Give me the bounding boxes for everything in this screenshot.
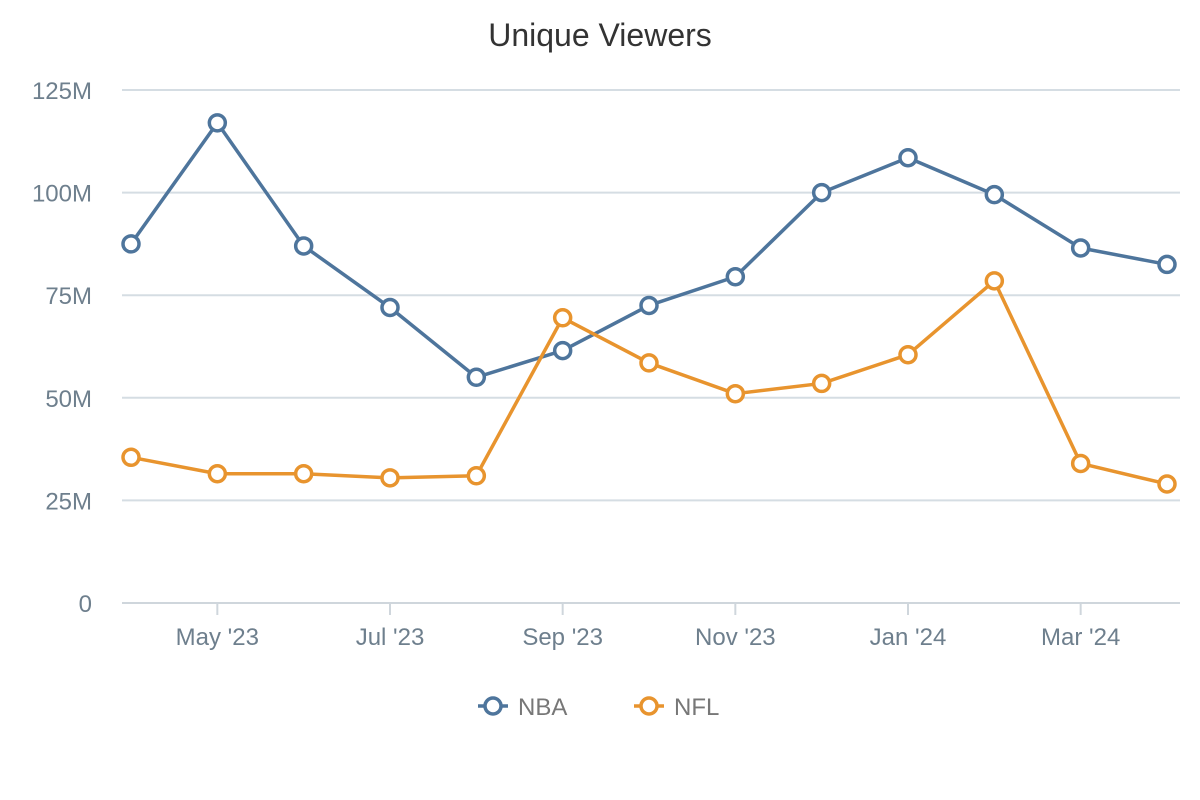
y-tick-label: 25M <box>45 488 92 515</box>
data-point-nfl[interactable] <box>552 308 573 328</box>
data-point-nfl[interactable] <box>293 463 314 484</box>
legend: NBA NFL <box>478 694 719 721</box>
data-point-nba[interactable] <box>380 297 400 318</box>
data-point-nfl[interactable] <box>380 468 400 488</box>
x-tick-label: Mar '24 <box>1041 624 1120 651</box>
data-point-nfl[interactable] <box>984 271 1005 291</box>
data-point-nba[interactable] <box>725 266 746 287</box>
legend-item-nfl[interactable]: NFL <box>634 694 719 721</box>
gridlines <box>122 89 1180 604</box>
data-point-nfl[interactable] <box>1070 453 1091 474</box>
data-point-nfl[interactable] <box>639 353 659 373</box>
data-point-nfl[interactable] <box>811 373 832 394</box>
x-tick-label: Nov '23 <box>695 624 776 651</box>
legend-swatch-marker <box>639 696 659 716</box>
x-tick-label: May '23 <box>176 624 259 651</box>
x-tick-label: Jul '23 <box>356 624 425 651</box>
y-tick-label: 100M <box>32 181 92 208</box>
series-nfl <box>121 271 1177 494</box>
data-point-nba[interactable] <box>466 367 487 388</box>
series-nba <box>121 113 1177 388</box>
data-point-nfl[interactable] <box>207 463 228 484</box>
x-tick-label: Jan '24 <box>870 624 947 651</box>
data-point-nba[interactable] <box>811 182 832 203</box>
data-point-nfl[interactable] <box>898 344 918 365</box>
data-point-nfl[interactable] <box>466 466 487 486</box>
series <box>121 113 1177 494</box>
legend-item-nba[interactable]: NBA <box>478 694 567 721</box>
data-point-nba[interactable] <box>898 147 918 168</box>
y-tick-label: 0 <box>79 591 92 618</box>
data-point-nba[interactable] <box>552 340 573 361</box>
x-tick-label: Sep '23 <box>522 624 603 651</box>
y-tick-label: 75M <box>45 283 92 310</box>
data-point-nba[interactable] <box>984 184 1005 205</box>
series-line-nba <box>129 121 1169 380</box>
y-tick-label: 125M <box>32 78 92 105</box>
data-point-nba[interactable] <box>1070 238 1091 258</box>
data-point-nfl[interactable] <box>121 447 141 468</box>
data-point-nba[interactable] <box>639 295 659 316</box>
data-point-nba[interactable] <box>1157 254 1177 275</box>
y-axis: 0 25M 50M 75M 100M 125M <box>32 78 92 618</box>
data-point-nba[interactable] <box>293 236 314 256</box>
data-point-nba[interactable] <box>121 234 141 254</box>
data-point-nba[interactable] <box>207 113 228 133</box>
data-point-nfl[interactable] <box>725 383 746 404</box>
y-tick-label: 50M <box>45 386 92 413</box>
data-point-nfl[interactable] <box>1157 474 1177 494</box>
legend-swatch-marker <box>483 696 503 716</box>
legend-label: NFL <box>674 694 719 721</box>
x-axis: May '23 Jul '23 Sep '23 Nov '23 Jan '24 Mar '… <box>176 603 1120 651</box>
chart-title: Unique Viewers <box>488 17 712 53</box>
legend-label: NBA <box>518 694 567 721</box>
